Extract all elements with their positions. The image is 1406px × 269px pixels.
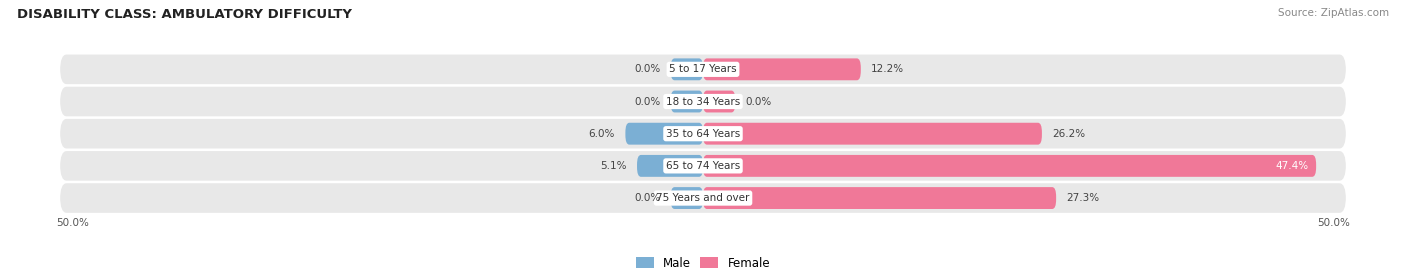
Text: 6.0%: 6.0% xyxy=(589,129,614,139)
Text: 65 to 74 Years: 65 to 74 Years xyxy=(666,161,740,171)
FancyBboxPatch shape xyxy=(60,55,1346,84)
Text: 5.1%: 5.1% xyxy=(600,161,627,171)
Text: 47.4%: 47.4% xyxy=(1275,161,1309,171)
FancyBboxPatch shape xyxy=(671,58,703,80)
FancyBboxPatch shape xyxy=(60,87,1346,116)
Text: 26.2%: 26.2% xyxy=(1052,129,1085,139)
FancyBboxPatch shape xyxy=(671,187,703,209)
Text: 50.0%: 50.0% xyxy=(1317,218,1350,228)
Legend: Male, Female: Male, Female xyxy=(636,257,770,269)
FancyBboxPatch shape xyxy=(703,58,860,80)
Text: 18 to 34 Years: 18 to 34 Years xyxy=(666,97,740,107)
Text: DISABILITY CLASS: AMBULATORY DIFFICULTY: DISABILITY CLASS: AMBULATORY DIFFICULTY xyxy=(17,8,352,21)
Text: 50.0%: 50.0% xyxy=(56,218,89,228)
Text: Source: ZipAtlas.com: Source: ZipAtlas.com xyxy=(1278,8,1389,18)
FancyBboxPatch shape xyxy=(671,91,703,112)
Text: 12.2%: 12.2% xyxy=(872,64,904,74)
FancyBboxPatch shape xyxy=(637,155,703,177)
Text: 35 to 64 Years: 35 to 64 Years xyxy=(666,129,740,139)
Text: 0.0%: 0.0% xyxy=(634,64,661,74)
Text: 5 to 17 Years: 5 to 17 Years xyxy=(669,64,737,74)
Text: 0.0%: 0.0% xyxy=(634,193,661,203)
FancyBboxPatch shape xyxy=(60,183,1346,213)
Text: 75 Years and over: 75 Years and over xyxy=(657,193,749,203)
FancyBboxPatch shape xyxy=(703,91,735,112)
FancyBboxPatch shape xyxy=(703,187,1056,209)
FancyBboxPatch shape xyxy=(60,119,1346,148)
Text: 0.0%: 0.0% xyxy=(634,97,661,107)
FancyBboxPatch shape xyxy=(60,151,1346,181)
FancyBboxPatch shape xyxy=(703,155,1316,177)
FancyBboxPatch shape xyxy=(626,123,703,145)
FancyBboxPatch shape xyxy=(703,123,1042,145)
Text: 27.3%: 27.3% xyxy=(1067,193,1099,203)
Text: 0.0%: 0.0% xyxy=(745,97,772,107)
